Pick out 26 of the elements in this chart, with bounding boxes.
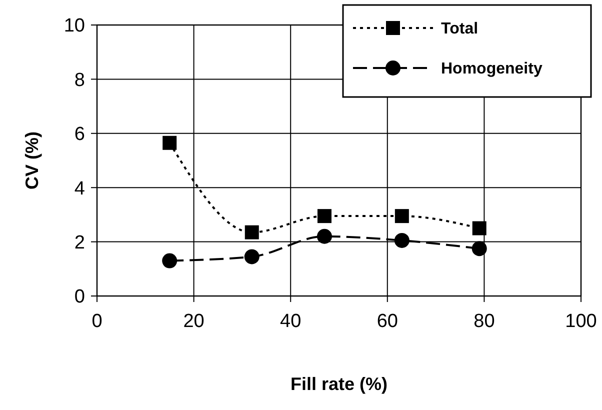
x-tick-label: 60 [376,311,398,332]
point [162,136,177,150]
y-tick-label: 6 [74,124,85,146]
legend-label: Total [441,20,478,38]
point [244,225,259,240]
x-tick-label: 0 [92,311,102,332]
point [394,209,409,224]
y-tick-label: 2 [74,232,85,254]
point [317,209,332,224]
x-axis-title: Fill rate (%) [290,374,388,394]
y-axis-title: CV (%) [22,131,42,190]
point [472,221,486,236]
x-tick-label: 40 [280,311,302,332]
x-tick-label: 80 [474,311,495,332]
y-tick-label: 0 [74,286,85,308]
y-tick-label: 4 [74,178,86,200]
point [394,232,410,248]
x-tick-label: 20 [183,311,204,332]
point [316,228,332,244]
y-tick-label: 8 [74,70,85,91]
x-tick-label: 100 [565,311,597,332]
point [244,249,260,264]
point [472,241,487,256]
point [162,253,178,268]
y-tick-label: 10 [64,16,85,37]
legend-label: Homogeneity [441,60,542,78]
